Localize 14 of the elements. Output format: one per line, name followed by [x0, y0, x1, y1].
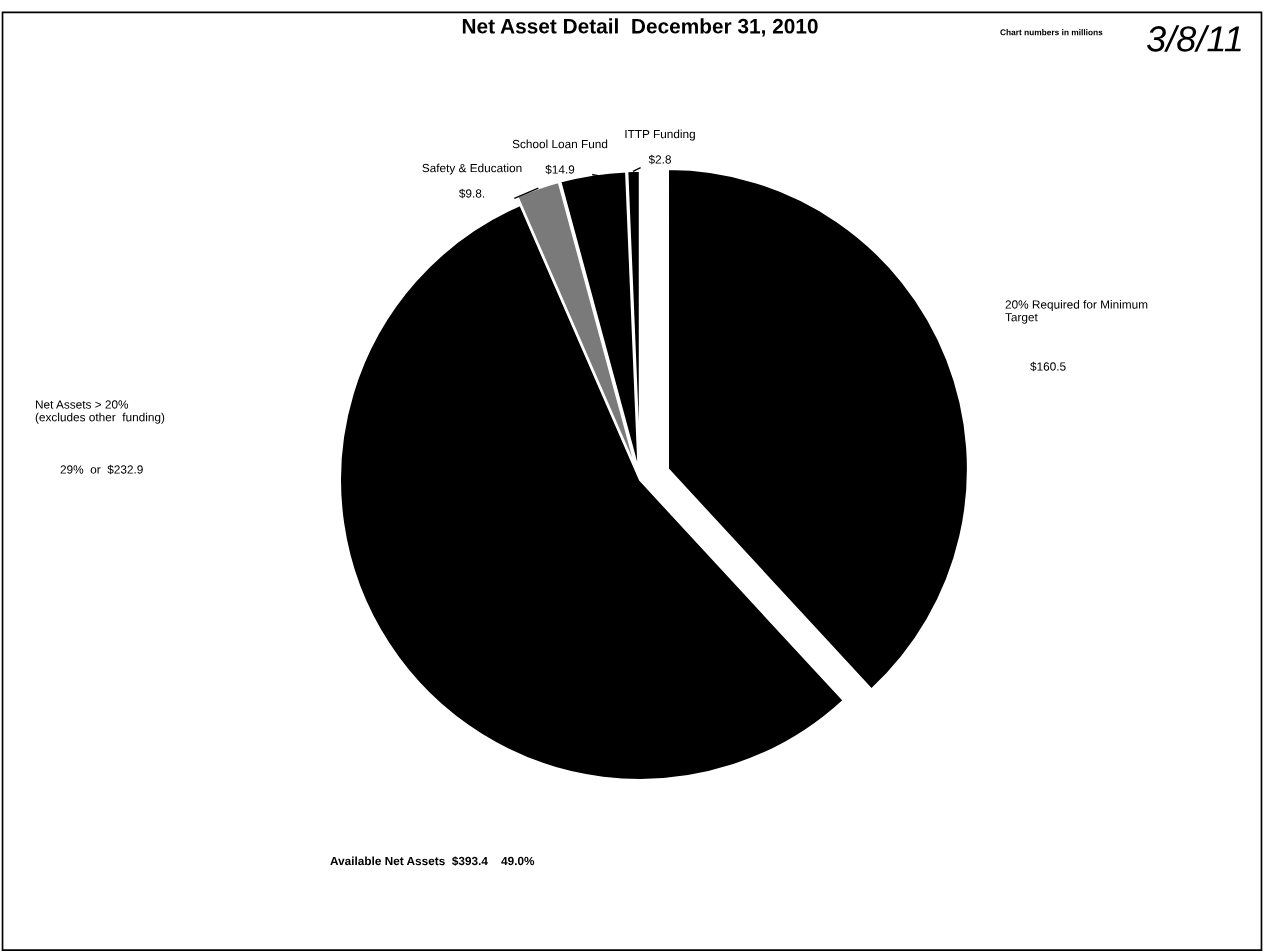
text: Available Net Assets $393.4 49.0% — [330, 856, 535, 866]
text: Chart numbers in millions — [1000, 29, 1103, 36]
data-label: $14.9 — [545, 164, 575, 175]
data-label: $160.5 — [1030, 361, 1066, 372]
slice-label: School Loan Fund — [512, 139, 608, 149]
text: 3/8/11 — [1146, 25, 1241, 52]
slice-label: 20% Required for Minimum Target — [1005, 300, 1148, 324]
data-label: 29% or $232.9 — [60, 464, 143, 475]
data-label: $9.8. — [459, 188, 485, 199]
slice-label: Safety & Education — [422, 163, 522, 175]
slice-label: ITTP Funding — [625, 129, 695, 141]
data-label: $2.8 — [648, 154, 671, 165]
chart-title: Net Asset Detail December 31, 2010 — [462, 18, 818, 37]
slice-label: Net Assets > 20% (excludes other funding) — [35, 400, 165, 424]
